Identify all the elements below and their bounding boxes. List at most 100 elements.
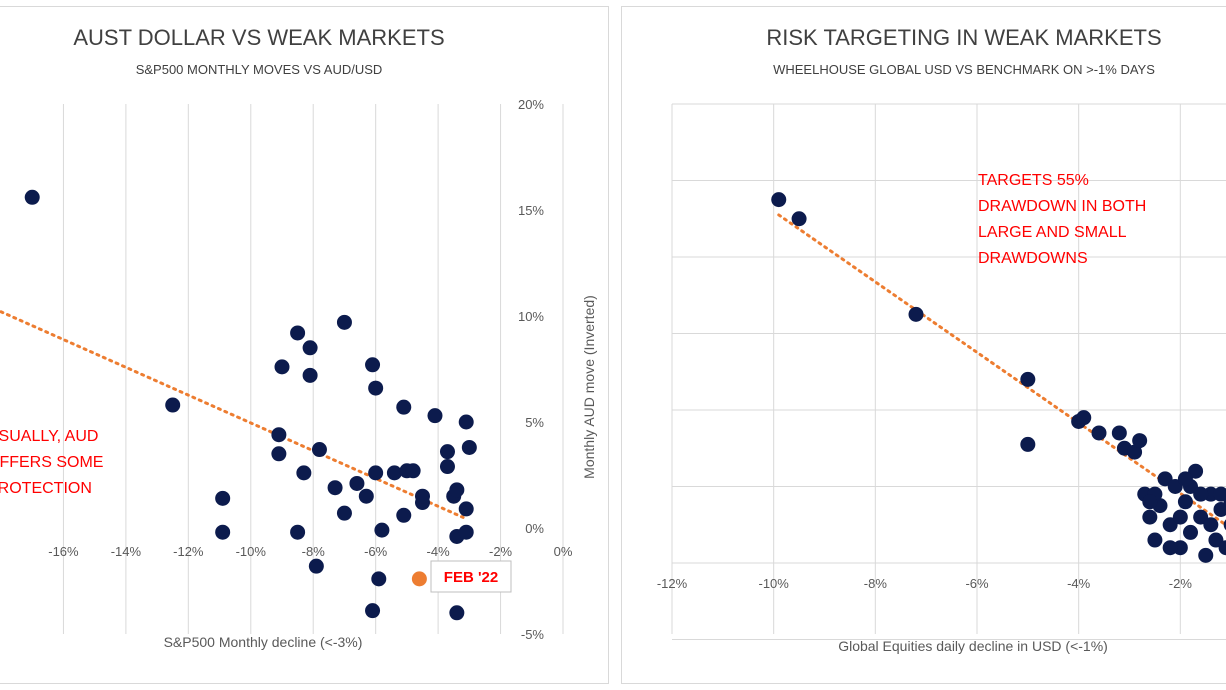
annotation-text: OFFERS SOME [0,454,103,471]
data-point [327,480,343,496]
right-scatter-chart: RISK TARGETING IN WEAK MARKETS WHEELHOUS… [657,25,1226,654]
data-point [368,465,384,481]
data-point [1167,479,1183,494]
data-point [1223,519,1226,531]
data-point [449,482,465,498]
data-point [308,558,324,574]
left-chart-panel: AUST DOLLAR VS WEAK MARKETS S&P500 MONTH… [0,6,609,684]
x-tick-label: -14% [111,544,142,559]
x-tick-label: -8% [864,576,888,591]
data-point [908,306,924,322]
data-point [1223,496,1226,508]
data-point [1213,501,1226,517]
x-tick-label: -8% [302,544,326,559]
data-point [1188,463,1204,479]
data-point [458,501,474,517]
data-point [1183,524,1198,540]
x-tick-label: -4% [1067,576,1091,591]
data-point [358,488,374,504]
data-point [290,524,306,540]
data-point [1177,494,1193,510]
y-axis-title: Monthly AUD move (Inverted) [581,295,597,479]
x-tick-label: -6% [364,544,388,559]
data-point [439,444,455,460]
data-point [771,192,787,208]
right-chart-panel: RISK TARGETING IN WEAK MARKETS WHEELHOUS… [621,6,1226,684]
data-point [1208,532,1224,548]
x-tick-label: -10% [758,576,789,591]
y-tick-label: 10% [518,309,544,324]
data-point [336,505,352,521]
data-point [1127,444,1143,460]
data-point [271,446,287,462]
data-point [427,408,443,424]
data-point [371,571,387,587]
data-point [1177,471,1193,487]
data-point [302,340,318,356]
data-point [791,211,807,227]
x-tick-label: -10% [236,544,267,559]
data-point [1203,517,1219,533]
data-point [302,367,318,383]
x-axis-title: S&P500 Monthly decline (<-3%) [164,634,363,650]
data-point [271,427,287,443]
data-point [1157,471,1173,487]
y-tick-label: 5% [525,415,544,430]
chart-title: AUST DOLLAR VS WEAK MARKETS [73,25,444,50]
data-point [165,397,181,413]
data-point [1147,532,1163,548]
data-point [1111,425,1127,441]
y-tick-label: -5% [521,627,545,642]
y-tick-label: 20% [518,97,544,112]
data-point [439,459,455,475]
data-point [458,524,474,540]
data-point [1213,486,1226,502]
data-point [415,488,430,504]
data-point [365,357,381,373]
y-tick-label: 0% [525,521,544,536]
data-point [374,522,390,538]
annotation-text: DRAWDOWN IN BOTH [978,198,1146,215]
data-point [368,380,384,396]
data-point [396,507,412,523]
data-point [1020,371,1036,387]
data-point [1132,433,1148,449]
annotation-text: TARGETS 55% [978,172,1089,189]
data-point [1198,547,1214,563]
data-point [461,439,477,455]
annotation-text: USUALLY, AUD [0,428,98,445]
data-point [215,524,231,540]
annotation-text: PROTECTION [0,480,92,497]
data-point [1142,509,1158,525]
chart-subtitle: WHEELHOUSE GLOBAL USD VS BENCHMARK ON >-… [773,62,1155,77]
data-point [449,605,465,621]
data-point [1091,425,1107,441]
chart-subtitle: S&P500 MONTHLY MOVES VS AUD/USD [136,62,383,77]
data-point [274,359,290,375]
data-point [1193,486,1209,502]
data-point [1020,436,1036,452]
data-point [386,465,402,481]
data-point [336,314,352,330]
data-point [1218,540,1226,556]
left-scatter-chart: AUST DOLLAR VS WEAK MARKETS S&P500 MONTH… [0,25,597,650]
data-point [1162,517,1178,533]
data-point [1142,494,1158,510]
x-tick-label: -4% [427,544,451,559]
data-point [1076,410,1092,426]
x-tick-label: -12% [657,576,688,591]
x-tick-label: -12% [173,544,204,559]
annotation-text: LARGE AND SMALL [978,224,1127,241]
callout-label: FEB '22 [444,569,498,586]
data-point [396,399,412,415]
trend-line [777,213,1226,527]
data-point [405,463,421,479]
x-tick-label: -2% [1169,576,1193,591]
annotation-text: DRAWDOWNS [978,250,1088,267]
data-point [296,465,312,481]
highlight-point [411,571,427,587]
data-point [1193,509,1209,525]
x-tick-label: 0% [554,544,573,559]
data-point [311,442,327,458]
data-point [1172,509,1188,525]
